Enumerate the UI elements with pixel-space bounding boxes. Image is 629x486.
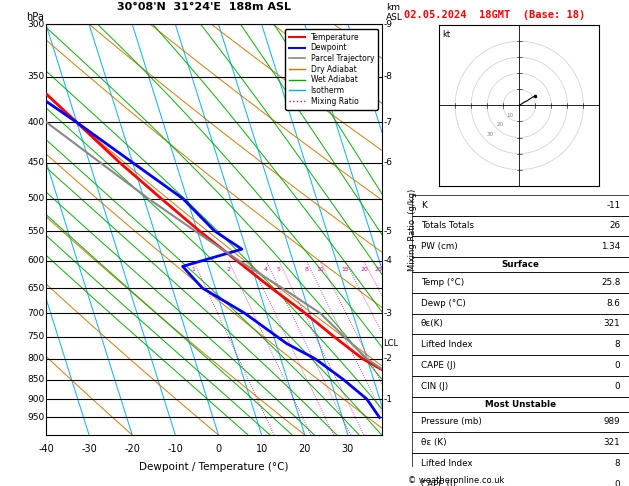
Text: Dewp (°C): Dewp (°C): [421, 299, 465, 308]
Text: 8.6: 8.6: [606, 299, 620, 308]
Text: 8: 8: [304, 267, 308, 272]
Text: km
ASL: km ASL: [386, 3, 403, 22]
Text: 30: 30: [342, 444, 354, 454]
Text: -8: -8: [384, 72, 392, 81]
Text: 0: 0: [215, 444, 221, 454]
Text: -4: -4: [384, 256, 392, 265]
Text: © weatheronline.co.uk: © weatheronline.co.uk: [408, 476, 504, 485]
Bar: [412, 236, 629, 257]
Text: -5: -5: [384, 226, 392, 236]
Text: 30: 30: [487, 132, 494, 137]
Bar: [412, 257, 629, 272]
Text: -11: -11: [606, 201, 620, 209]
Text: 02.05.2024  18GMT  (Base: 18): 02.05.2024 18GMT (Base: 18): [404, 10, 586, 20]
Text: -2: -2: [384, 354, 392, 364]
Bar: [412, 474, 629, 486]
Text: 8: 8: [615, 459, 620, 468]
Text: 400: 400: [27, 118, 44, 127]
Bar: [412, 453, 629, 474]
Bar: [412, 195, 629, 216]
Text: 350: 350: [27, 72, 44, 81]
Text: 15: 15: [342, 267, 349, 272]
Text: -30: -30: [81, 444, 97, 454]
Bar: [412, 376, 629, 397]
Text: 25: 25: [375, 267, 382, 272]
Text: 20: 20: [360, 267, 368, 272]
Text: 989: 989: [604, 417, 620, 426]
Text: 2: 2: [226, 267, 230, 272]
Text: Temp (°C): Temp (°C): [421, 278, 464, 287]
Text: CAPE (J): CAPE (J): [421, 361, 455, 370]
Text: -20: -20: [125, 444, 140, 454]
Bar: [412, 355, 629, 376]
Text: 450: 450: [27, 158, 44, 167]
Bar: [412, 293, 629, 313]
Text: 321: 321: [604, 438, 620, 447]
Text: 900: 900: [27, 395, 44, 403]
Text: 0: 0: [615, 382, 620, 391]
Text: -1: -1: [384, 395, 392, 403]
Text: 30°08'N  31°24'E  188m ASL: 30°08'N 31°24'E 188m ASL: [117, 2, 291, 12]
Text: Most Unstable: Most Unstable: [485, 399, 556, 409]
Text: -10: -10: [167, 444, 183, 454]
Text: 3: 3: [248, 267, 252, 272]
Text: Mixing Ratio  (g/kg): Mixing Ratio (g/kg): [408, 189, 417, 271]
Text: Pressure (mb): Pressure (mb): [421, 417, 482, 426]
Text: 20: 20: [299, 444, 311, 454]
Text: 0: 0: [615, 480, 620, 486]
Text: 8: 8: [615, 340, 620, 349]
Text: Lifted Index: Lifted Index: [421, 340, 472, 349]
Bar: [412, 334, 629, 355]
Text: 1: 1: [192, 267, 196, 272]
Text: 26: 26: [610, 222, 620, 230]
Text: 650: 650: [27, 283, 44, 293]
Text: 5: 5: [277, 267, 281, 272]
Text: 20: 20: [496, 122, 503, 127]
Text: θε (K): θε (K): [421, 438, 447, 447]
Text: Totals Totals: Totals Totals: [421, 222, 474, 230]
Text: -7: -7: [384, 118, 392, 127]
Text: -6: -6: [384, 158, 392, 167]
Text: 800: 800: [27, 354, 44, 364]
Text: K: K: [421, 201, 426, 209]
Bar: [412, 432, 629, 453]
Bar: [412, 397, 629, 412]
Text: 300: 300: [27, 20, 44, 29]
Text: Surface: Surface: [501, 260, 540, 269]
Text: Dewpoint / Temperature (°C): Dewpoint / Temperature (°C): [140, 462, 289, 472]
Text: -3: -3: [384, 309, 392, 318]
Text: 25.8: 25.8: [601, 278, 620, 287]
Text: 850: 850: [27, 375, 44, 384]
Text: 0: 0: [615, 361, 620, 370]
Bar: [412, 313, 629, 334]
Text: -40: -40: [38, 444, 54, 454]
Text: 321: 321: [604, 319, 620, 329]
Bar: [412, 272, 629, 293]
Text: Lifted Index: Lifted Index: [421, 459, 472, 468]
Text: 10: 10: [255, 444, 268, 454]
Text: PW (cm): PW (cm): [421, 242, 457, 251]
Text: CIN (J): CIN (J): [421, 382, 448, 391]
Text: 10: 10: [316, 267, 324, 272]
Text: 4: 4: [264, 267, 268, 272]
Text: CAPE (J): CAPE (J): [421, 480, 455, 486]
Text: -9: -9: [384, 20, 392, 29]
Text: 500: 500: [27, 194, 44, 203]
Text: 1.34: 1.34: [601, 242, 620, 251]
Legend: Temperature, Dewpoint, Parcel Trajectory, Dry Adiabat, Wet Adiabat, Isotherm, Mi: Temperature, Dewpoint, Parcel Trajectory…: [286, 29, 378, 110]
Text: 600: 600: [27, 256, 44, 265]
Text: hPa: hPa: [26, 12, 43, 22]
Text: 10: 10: [506, 113, 513, 118]
Text: 950: 950: [27, 413, 44, 422]
Text: 750: 750: [27, 332, 44, 341]
Text: 550: 550: [27, 226, 44, 236]
Text: 700: 700: [27, 309, 44, 318]
Bar: [412, 216, 629, 236]
Bar: [412, 412, 629, 432]
Text: LCL: LCL: [384, 339, 399, 348]
Text: kt: kt: [442, 30, 450, 39]
Text: θε(K): θε(K): [421, 319, 443, 329]
